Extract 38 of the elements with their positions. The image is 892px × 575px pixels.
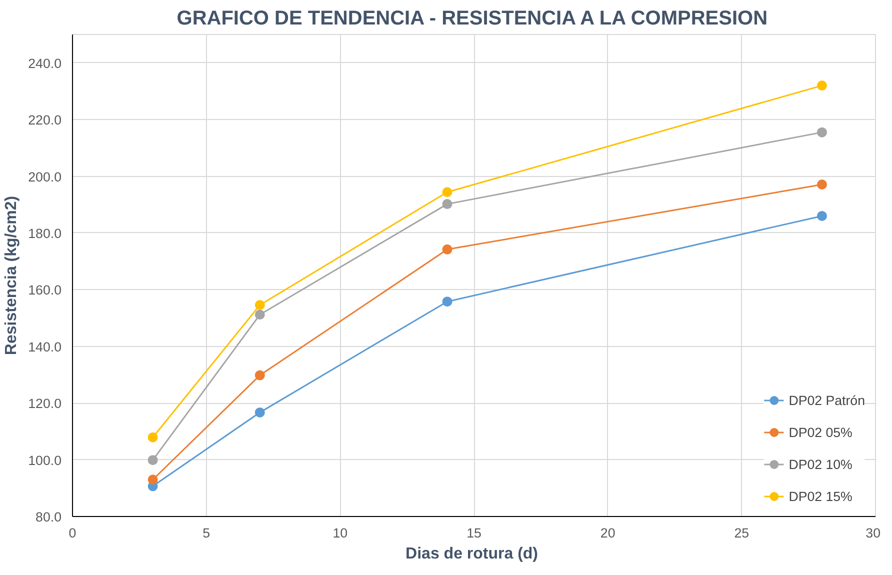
point: [442, 199, 452, 210]
y-tick-label: 100.0: [28, 452, 62, 468]
y-axis-title: Resistencia (kg/cm2): [3, 196, 20, 356]
point: [254, 407, 265, 418]
point: [254, 370, 265, 380]
legend-label: DP02 05%: [788, 424, 852, 440]
point: [148, 432, 158, 442]
x-tick-label: 5: [202, 526, 210, 540]
x-tick-label: 0: [68, 526, 76, 540]
point: [816, 127, 827, 138]
x-tick-label: 20: [600, 526, 616, 540]
y-tick-label: 200.0: [28, 169, 62, 184]
point: [148, 455, 158, 466]
x-tick-label: 30: [866, 526, 881, 540]
y-tick-label: 240.0: [28, 56, 62, 71]
point: [816, 210, 827, 221]
chart-title: GRAFICO DE TENDENCIA - RESISTENCIA A LA COMPRESION: [176, 8, 768, 30]
legend-label: DP02 Patrón: [788, 392, 865, 408]
legend-label: DP02 15%: [788, 488, 852, 504]
point: [442, 187, 452, 198]
point: [816, 179, 827, 190]
x-tick-label: 25: [734, 526, 750, 540]
x-tick-label: 15: [466, 526, 482, 540]
y-tick-label: 160.0: [28, 282, 62, 298]
point: [254, 310, 265, 320]
y-tick-label: 180.0: [28, 226, 62, 241]
y-tick-label: 80.0: [36, 510, 62, 524]
point: [442, 296, 452, 307]
point: [254, 300, 265, 310]
point: [816, 80, 827, 91]
x-tick-label: 10: [332, 526, 348, 540]
y-tick-label: 120.0: [28, 396, 62, 412]
legend-label: DP02 10%: [788, 456, 852, 472]
point: [442, 244, 452, 254]
point: [148, 474, 158, 485]
x-axis-title: Dias de rotura (d): [406, 546, 538, 562]
y-tick-label: 140.0: [28, 339, 62, 354]
y-tick-label: 220.0: [28, 112, 62, 128]
